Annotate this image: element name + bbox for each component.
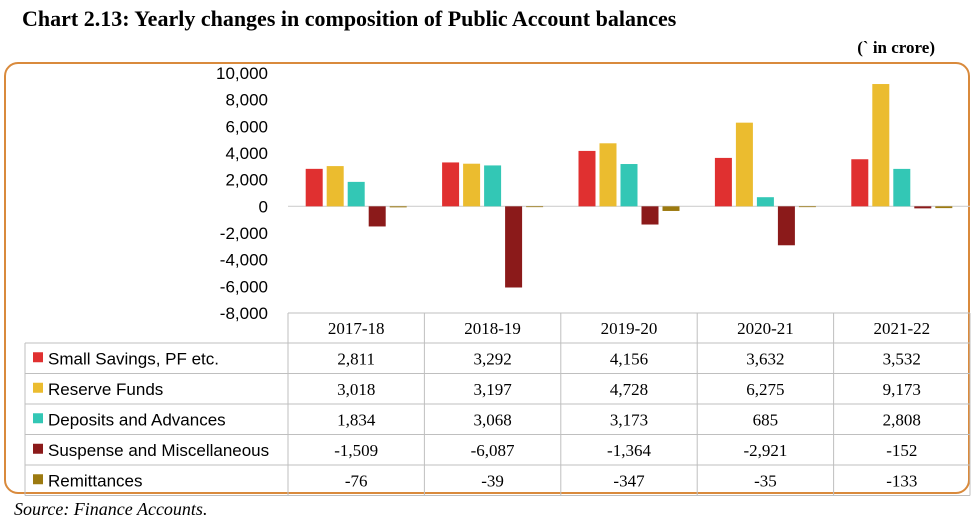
bar xyxy=(735,122,753,207)
chart-frame xyxy=(4,62,970,494)
data-label: 2,811 xyxy=(337,349,375,368)
x-tick-label: 2017-18 xyxy=(328,319,385,338)
y-tick-label: -6,000 xyxy=(220,277,268,296)
bar xyxy=(368,206,386,227)
bar xyxy=(756,197,774,207)
legend-label: Small Savings, PF etc. xyxy=(48,349,219,368)
legend-swatch xyxy=(33,413,43,424)
chart-title: Chart 2.13: Yearly changes in compositio… xyxy=(22,6,677,31)
bar xyxy=(798,206,816,208)
data-label: 3,292 xyxy=(473,349,511,368)
data-label: 3,632 xyxy=(746,349,784,368)
data-label: -152 xyxy=(886,441,917,460)
y-tick-label: 2,000 xyxy=(225,171,268,190)
y-tick-label: 0 xyxy=(259,197,268,216)
data-label: -6,087 xyxy=(471,441,515,460)
bar xyxy=(484,165,502,207)
data-label: 6,275 xyxy=(746,380,784,399)
data-label: -39 xyxy=(481,471,504,490)
bar xyxy=(714,157,732,207)
bar xyxy=(578,150,596,207)
x-tick-label: 2020-21 xyxy=(737,319,794,338)
data-label: 3,018 xyxy=(337,380,375,399)
y-tick-label: 8,000 xyxy=(225,91,268,110)
bar xyxy=(662,206,680,211)
bar xyxy=(893,168,911,207)
data-label: 3,197 xyxy=(473,380,512,399)
data-label: -347 xyxy=(613,471,645,490)
bar xyxy=(872,84,890,207)
bar xyxy=(620,164,638,207)
bar xyxy=(305,168,323,207)
data-label: -35 xyxy=(754,471,777,490)
data-label: 3,173 xyxy=(610,410,648,429)
x-tick-label: 2021-22 xyxy=(873,319,930,338)
legend-label: Suspense and Miscellaneous xyxy=(48,441,269,460)
legend-label: Deposits and Advances xyxy=(48,410,226,429)
bar xyxy=(914,206,932,209)
data-label: -1,364 xyxy=(607,441,651,460)
data-label: 1,834 xyxy=(337,410,376,429)
bar xyxy=(641,206,659,225)
legend-label: Remittances xyxy=(48,471,142,490)
legend-swatch xyxy=(33,352,43,363)
bar xyxy=(463,163,481,207)
bar xyxy=(599,143,617,207)
bar xyxy=(777,206,795,246)
data-label: -76 xyxy=(345,471,368,490)
y-tick-label: -4,000 xyxy=(220,251,268,270)
data-label: -133 xyxy=(886,471,917,490)
x-tick-label: 2018-19 xyxy=(464,319,521,338)
unit-label: (` in crore) xyxy=(857,38,935,57)
data-label: 2,808 xyxy=(883,410,921,429)
y-tick-label: -8,000 xyxy=(220,304,268,323)
data-label: 4,728 xyxy=(610,380,648,399)
legend-swatch xyxy=(33,474,43,485)
bar xyxy=(505,206,523,288)
source-note: Source: Finance Accounts. xyxy=(14,499,208,519)
data-label: 685 xyxy=(753,410,779,429)
data-label: 4,156 xyxy=(610,349,648,368)
y-tick-label: -2,000 xyxy=(220,224,268,243)
legend-swatch xyxy=(33,382,43,393)
bar xyxy=(326,166,344,207)
y-tick-label: 10,000 xyxy=(216,64,268,83)
legend-label: Reserve Funds xyxy=(48,380,163,399)
legend-swatch xyxy=(33,443,43,454)
x-tick-label: 2019-20 xyxy=(601,319,658,338)
data-label: -1,509 xyxy=(334,441,378,460)
bar xyxy=(526,206,544,208)
data-label: 3,532 xyxy=(883,349,921,368)
bar xyxy=(442,162,460,207)
bar xyxy=(347,181,365,207)
y-tick-label: 6,000 xyxy=(225,117,268,136)
data-label: 9,173 xyxy=(883,380,921,399)
bar xyxy=(935,206,953,209)
y-tick-label: 4,000 xyxy=(225,144,268,163)
bar xyxy=(851,159,869,207)
data-label: 3,068 xyxy=(473,410,511,429)
data-label: -2,921 xyxy=(743,441,787,460)
bar xyxy=(389,206,407,208)
